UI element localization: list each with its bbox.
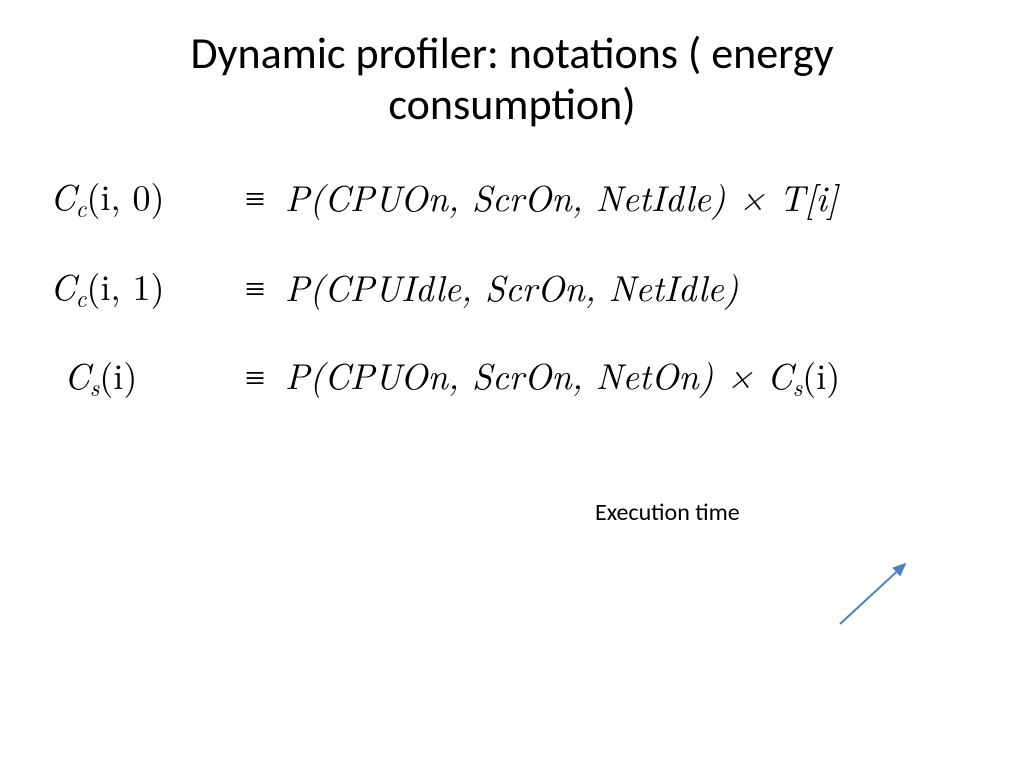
title-line-2: consumption) — [388, 77, 635, 131]
equations-block: Cc(i, 0) ≡ P(CPUOn, ScrOn, NetIdle) × T[… — [50, 170, 840, 439]
slide-title: Dynamic profiler: notations ( energy con… — [0, 0, 1024, 129]
equation-2-rhs: P(CPUIdle, ScrOn, NetIdle) — [285, 261, 739, 312]
equation-1-lhs: Cc(i, 0) — [50, 170, 225, 224]
equation-2-lhs: Cc(i, 1) — [50, 260, 225, 314]
equation-3: Cs(i) ≡ P(CPUOn, ScrOn, NetOn) × Cs(i) — [64, 349, 840, 403]
equation-3-lhs: Cs(i) — [64, 349, 225, 403]
slide: Dynamic profiler: notations ( energy con… — [0, 0, 1024, 768]
callout-arrow-line — [840, 564, 905, 624]
equation-1-rel: ≡ — [225, 171, 285, 222]
title-line-1: Dynamic profiler: notations ( energy — [190, 26, 833, 80]
equation-1-rhs: P(CPUOn, ScrOn, NetIdle) × T[i] — [285, 171, 838, 222]
equation-3-rel: ≡ — [225, 350, 285, 401]
equation-1: Cc(i, 0) ≡ P(CPUOn, ScrOn, NetIdle) × T[… — [50, 170, 840, 224]
equation-3-rhs: P(CPUOn, ScrOn, NetOn) × Cs(i) — [285, 349, 840, 403]
equation-2: Cc(i, 1) ≡ P(CPUIdle, ScrOn, NetIdle) — [50, 260, 840, 314]
equation-2-rel: ≡ — [225, 261, 285, 312]
callout-label: Execution time — [595, 498, 740, 527]
